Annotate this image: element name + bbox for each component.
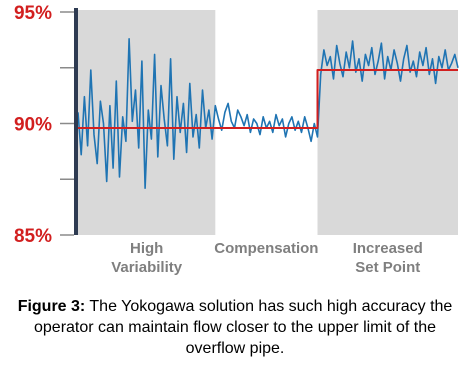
region-label: Variability (111, 259, 183, 276)
shaded-region (317, 10, 458, 235)
region-label: Set Point (355, 259, 420, 276)
y-tick-label: 85% (14, 226, 52, 247)
region-label: Increased (353, 240, 423, 257)
flow-line (77, 37, 459, 189)
region-label: Compensation (214, 240, 318, 257)
region-label: High (130, 240, 163, 257)
caption-label: Figure 3: (17, 298, 86, 315)
chart: High Variability Compensation Increased Set … (14, 3, 459, 276)
setpoint-line (78, 69, 458, 129)
y-tick-label: 95% (14, 3, 52, 24)
caption-text: The Yokogawa solution has such high accu… (34, 298, 453, 357)
caption: Figure 3: The Yokogawa solution has such… (10, 296, 460, 359)
y-tick-label: 90% (14, 115, 52, 136)
